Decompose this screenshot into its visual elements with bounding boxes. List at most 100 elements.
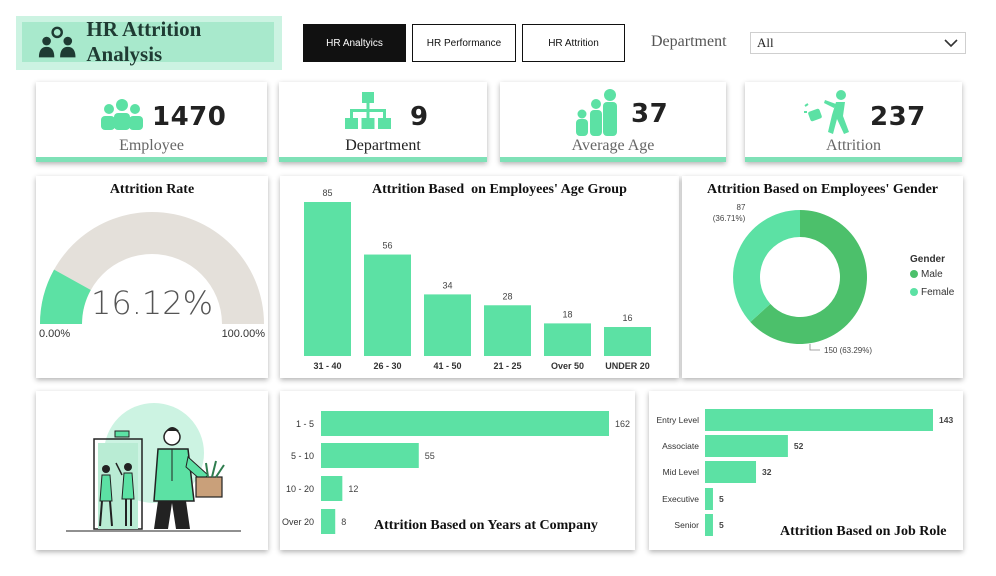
job-role-bar-value: 143 — [939, 415, 953, 425]
age-bar-value: 16 — [622, 313, 632, 323]
age-bar — [484, 305, 531, 356]
years-bar — [321, 411, 609, 436]
gauge-value: 16.12% — [91, 284, 213, 322]
male-data-label: 150 (63.29%) — [824, 346, 872, 355]
years-bar — [321, 476, 343, 501]
age-bar-value: 85 — [322, 188, 332, 198]
job-role-bar-chart: Entry Level 143 Associate 52 Mid Level 32 Exec… — [656, 409, 953, 536]
attrition-rate-card: Attrition Rate 16.12% 0.00% 100.00% — [36, 176, 268, 378]
legend-swatch — [910, 288, 918, 296]
female-data-label: 87 — [737, 203, 746, 212]
years-bar-value: 8 — [341, 517, 346, 527]
legend-title: Gender — [910, 254, 945, 265]
nav-hr-analytics-button[interactable]: HR Analtyics — [303, 24, 406, 62]
nav-hr-performance-button[interactable]: HR Performance — [412, 24, 516, 62]
gender-slice-female — [733, 210, 800, 322]
title-banner: HR Attrition Analysis — [16, 16, 282, 70]
kpi-underline — [36, 157, 267, 162]
gauge-min-label: 0.00% — [39, 328, 70, 340]
gauge-track — [40, 212, 264, 324]
kpi-age-label: Average Age — [571, 137, 655, 154]
kpi-age-value: 37 — [631, 99, 669, 129]
job-role-bar-value: 52 — [794, 441, 804, 451]
job-role-bar — [705, 409, 933, 431]
job-role-bar — [705, 461, 757, 483]
illustration-card — [36, 391, 268, 550]
people-icon — [101, 99, 143, 130]
job-role-bar — [705, 435, 788, 457]
kpi-employee-label: Employee — [119, 137, 184, 154]
employee-leaving-illustration — [66, 403, 241, 532]
age-tick-label: Over 50 — [551, 361, 584, 371]
years-tick-label: 5 - 10 — [291, 451, 314, 461]
age-tick-label: UNDER 20 — [605, 361, 650, 371]
years-tick-label: 1 - 5 — [296, 419, 314, 429]
team-icon — [38, 26, 76, 58]
job-role-bar-value: 5 — [719, 494, 724, 504]
years-chart-card: 1 - 5 162 5 - 10 55 10 - 20 12 Over 20 8 Attrit… — [280, 391, 635, 550]
job-role-bar-value: 5 — [719, 520, 724, 530]
age-bar — [604, 327, 651, 356]
years-bar — [321, 443, 419, 468]
kpi-employee-value: 1470 — [152, 102, 227, 132]
legend-label: Female — [921, 287, 955, 298]
department-dropdown-value: All — [757, 35, 774, 50]
kpi-department-card: 9 Department — [279, 82, 487, 162]
age-group-bar-chart: 85 31 - 40 56 26 - 30 34 41 - 50 28 21 - 25 18 Ov… — [304, 188, 651, 371]
department-filter-label: Department — [651, 33, 727, 50]
nav-hr-attrition-button[interactable]: HR Attrition — [522, 24, 625, 62]
years-tick-label: 10 - 20 — [286, 484, 314, 494]
age-chart-title: Attrition Based on Employees' Age Group — [372, 182, 627, 197]
age-bar-value: 28 — [502, 291, 512, 301]
legend-label: Male — [921, 269, 943, 280]
years-bar-value: 55 — [425, 451, 435, 461]
job-role-tick-label: Entry Level — [656, 415, 699, 425]
age-tick-label: 41 - 50 — [433, 361, 461, 371]
leader-line — [809, 344, 820, 351]
gender-slice-male — [750, 210, 867, 344]
kpi-underline — [500, 157, 726, 162]
age-tick-label: 26 - 30 — [373, 361, 401, 371]
female-data-percent: (36.71%) — [713, 214, 746, 223]
job-role-bar-value: 32 — [762, 467, 772, 477]
kpi-attrition-label: Attrition — [825, 137, 882, 154]
years-chart-title: Attrition Based on Years at Company — [374, 518, 598, 533]
kpi-attrition-card: 237 Attrition — [745, 82, 962, 162]
kpi-employee-card: 1470 Employee — [36, 82, 267, 162]
age-bar-value: 34 — [442, 280, 452, 290]
job-role-tick-label: Executive — [662, 494, 699, 504]
age-tick-label: 21 - 25 — [493, 361, 521, 371]
years-bar-value: 162 — [615, 419, 630, 429]
gauge-max-label: 100.00% — [222, 328, 266, 340]
attrition-rate-gauge: 16.12% 0.00% 100.00% — [39, 212, 266, 340]
age-bar — [364, 254, 411, 356]
age-group-icon — [576, 89, 617, 136]
gender-donut-chart: 150 (63.29%) 87 (36.71%) Gender Male Female — [713, 203, 955, 355]
age-bar — [304, 202, 351, 356]
legend-swatch — [910, 270, 918, 278]
age-bar-value: 56 — [382, 241, 392, 251]
gauge-fill — [40, 269, 91, 324]
job-role-chart-card: Entry Level 143 Associate 52 Mid Level 32 Exec… — [649, 391, 963, 550]
kpi-department-label: Department — [345, 137, 421, 154]
job-role-tick-label: Senior — [674, 520, 699, 530]
gender-chart-card: Attrition Based on Employees' Gender 150… — [682, 176, 963, 378]
department-dropdown[interactable]: All — [750, 32, 966, 54]
kpi-attrition-value: 237 — [870, 102, 926, 132]
person-leaving-icon — [804, 90, 849, 134]
kpi-age-card: 37 Average Age — [500, 82, 726, 162]
chevron-down-icon — [944, 39, 958, 48]
job-role-bar — [705, 514, 713, 536]
job-role-tick-label: Mid Level — [663, 467, 699, 477]
years-at-company-bar-chart: 1 - 5 162 5 - 10 55 10 - 20 12 Over 20 8 — [282, 411, 630, 534]
gauge-title: Attrition Rate — [109, 182, 195, 197]
age-bar-value: 18 — [562, 309, 572, 319]
page-title: HR Attrition Analysis — [86, 17, 202, 66]
gender-chart-title: Attrition Based on Employees' Gender — [707, 182, 938, 197]
age-bar — [424, 294, 471, 356]
kpi-underline — [279, 157, 487, 162]
age-tick-label: 31 - 40 — [313, 361, 341, 371]
years-bar-value: 12 — [348, 484, 358, 494]
job-role-bar — [705, 488, 713, 510]
age-group-chart-card: Attrition Based on Employees' Age Group … — [280, 176, 679, 378]
